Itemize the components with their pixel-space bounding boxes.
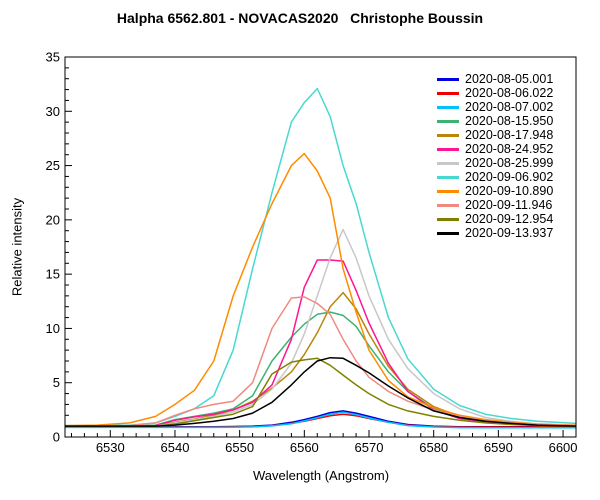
series-line-2020-09-13.937 (65, 356, 577, 427)
series-line-2020-08-25.999 (65, 228, 577, 427)
series-line-2020-08-15.950 (65, 311, 577, 427)
legend-swatch (437, 105, 459, 109)
legend-item: 2020-08-17.948 (437, 128, 553, 142)
x-tick-label: 6590 (484, 440, 513, 455)
legend-label: 2020-08-24.952 (465, 142, 554, 156)
legend-label: 2020-09-13.937 (465, 226, 554, 240)
legend-swatch (437, 203, 459, 207)
x-axis-label: Wavelength (Angstrom) (252, 468, 390, 483)
y-tick-label: 30 (46, 104, 60, 119)
legend-label: 2020-08-15.950 (465, 114, 554, 128)
legend-swatch (437, 161, 459, 165)
legend-label: 2020-08-25.999 (465, 156, 554, 170)
legend-item: 2020-08-05.001 (437, 72, 553, 86)
legend-label: 2020-08-07.002 (465, 100, 554, 114)
x-tick-label: 6600 (549, 440, 578, 455)
legend-swatch (437, 133, 459, 137)
legend-label: 2020-09-06.902 (465, 170, 554, 184)
x-tick-label: 6530 (96, 440, 125, 455)
legend-swatch (437, 189, 459, 193)
series-line-2020-08-07.002 (65, 411, 576, 429)
legend-swatch (437, 147, 459, 151)
legend-swatch (437, 231, 459, 235)
x-tick-label: 6560 (290, 440, 319, 455)
legend-label: 2020-08-17.948 (465, 128, 554, 142)
y-tick-label: 20 (46, 212, 60, 227)
series-line-2020-08-24.952 (65, 259, 577, 427)
legend-swatch (437, 119, 459, 123)
legend-label: 2020-09-11.946 (465, 198, 553, 212)
legend-item: 2020-09-06.902 (437, 170, 553, 184)
legend-item: 2020-09-13.937 (437, 226, 553, 240)
y-tick-label: 0 (53, 430, 60, 445)
legend-swatch (437, 217, 459, 221)
x-tick-label: 6580 (419, 440, 448, 455)
series-line-2020-09-10.890 (64, 152, 577, 427)
legend-item: 2020-09-12.954 (437, 212, 553, 226)
legend-item: 2020-08-25.999 (437, 156, 553, 170)
y-tick-label: 5 (53, 375, 60, 390)
legend-item: 2020-08-15.950 (437, 114, 553, 128)
y-tick-label: 10 (46, 321, 60, 336)
legend-label: 2020-09-10.890 (465, 184, 554, 198)
legend-item: 2020-08-06.022 (437, 86, 553, 100)
series-line-2020-09-06.902 (65, 87, 577, 427)
series-line-2020-09-11.946 (65, 296, 577, 427)
series-line-2020-09-12.954 (65, 357, 577, 427)
x-tick-label: 6570 (355, 440, 384, 455)
x-tick-label: 6550 (225, 440, 254, 455)
chart-title: Halpha 6562.801 - NOVACAS2020 Christophe… (116, 10, 484, 26)
legend-item: 2020-08-24.952 (437, 142, 553, 156)
axis-tick-labels: 6530 6540 6550 6560 6570 6580 6590 6600 0 5 10 15 20… (46, 50, 578, 456)
series-lines (64, 87, 577, 429)
legend-swatch (437, 175, 459, 179)
legend-label: 2020-09-12.954 (465, 212, 554, 226)
y-axis-label: Relative intensity (9, 197, 25, 297)
legend-swatch (437, 77, 459, 81)
legend-label: 2020-08-05.001 (465, 72, 554, 86)
legend-item: 2020-09-11.946 (437, 198, 553, 212)
axis-ticks (65, 56, 577, 438)
legend-label: 2020-08-06.022 (465, 86, 554, 100)
legend: 2020-08-05.001 2020-08-06.022 2020-08-07.0… (437, 72, 553, 240)
y-tick-label: 25 (46, 158, 60, 173)
y-tick-label: 35 (46, 50, 60, 65)
x-tick-label: 6540 (161, 440, 190, 455)
legend-item: 2020-09-10.890 (437, 184, 553, 198)
legend-item: 2020-08-07.002 (437, 100, 553, 114)
plot-border (64, 56, 577, 438)
legend-swatch (437, 91, 459, 95)
y-tick-label: 15 (46, 267, 60, 282)
